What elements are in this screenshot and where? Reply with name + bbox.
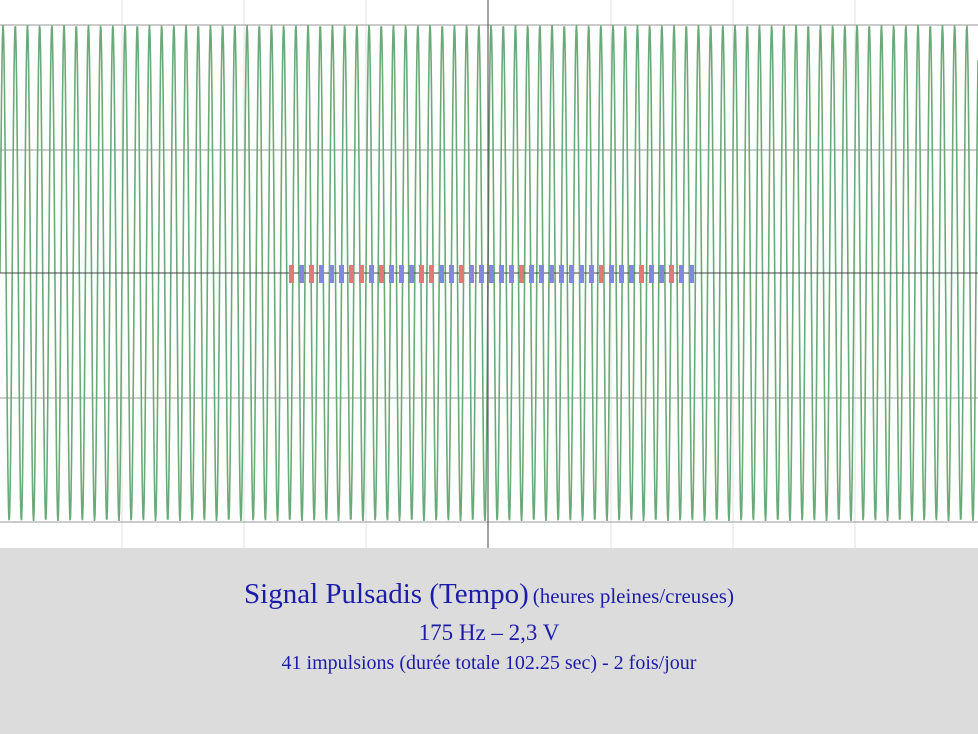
signal-plot <box>0 0 978 548</box>
pulse <box>299 265 304 283</box>
pulse <box>669 265 674 283</box>
pulse <box>409 265 414 283</box>
pulse <box>679 265 684 283</box>
pulse <box>379 265 384 283</box>
pulse <box>519 265 524 283</box>
pulse <box>289 265 294 283</box>
pulse <box>319 265 324 283</box>
pulse <box>389 265 394 283</box>
pulse <box>309 265 314 283</box>
pulse <box>349 265 354 283</box>
pulse <box>579 265 584 283</box>
caption-frequency: 175 Hz – 2,3 V <box>418 620 560 645</box>
caption-line: Signal Pulsadis (Tempo) (heures pleines/… <box>0 578 978 611</box>
pulse <box>569 265 574 283</box>
pulse <box>449 265 454 283</box>
pulse <box>639 265 644 283</box>
pulse <box>399 265 404 283</box>
pulse <box>469 265 474 283</box>
pulse <box>529 265 534 283</box>
pulse <box>419 265 424 283</box>
pulse <box>499 265 504 283</box>
pulse <box>339 265 344 283</box>
pulse <box>609 265 614 283</box>
pulse <box>459 265 464 283</box>
caption-details: 41 impulsions (durée totale 102.25 sec) … <box>281 652 697 674</box>
pulse <box>689 265 694 283</box>
sine-wave <box>0 25 978 521</box>
caption-subtitle: (heures pleines/creuses) <box>532 584 734 608</box>
pulse <box>599 265 604 283</box>
pulse <box>329 265 334 283</box>
pulse <box>549 265 554 283</box>
pulse <box>359 265 364 283</box>
pulse <box>509 265 514 283</box>
pulse <box>649 265 654 283</box>
caption-title: Signal Pulsadis (Tempo) <box>244 578 529 610</box>
pulse <box>479 265 484 283</box>
caption: Signal Pulsadis (Tempo) (heures pleines/… <box>0 548 978 734</box>
pulse <box>619 265 624 283</box>
pulse <box>559 265 564 283</box>
pulse <box>589 265 594 283</box>
pulse <box>659 265 664 283</box>
pulses <box>289 265 694 283</box>
pulse <box>439 265 444 283</box>
pulse <box>629 265 634 283</box>
pulse <box>489 265 494 283</box>
pulse <box>369 265 374 283</box>
pulse <box>539 265 544 283</box>
pulse <box>429 265 434 283</box>
